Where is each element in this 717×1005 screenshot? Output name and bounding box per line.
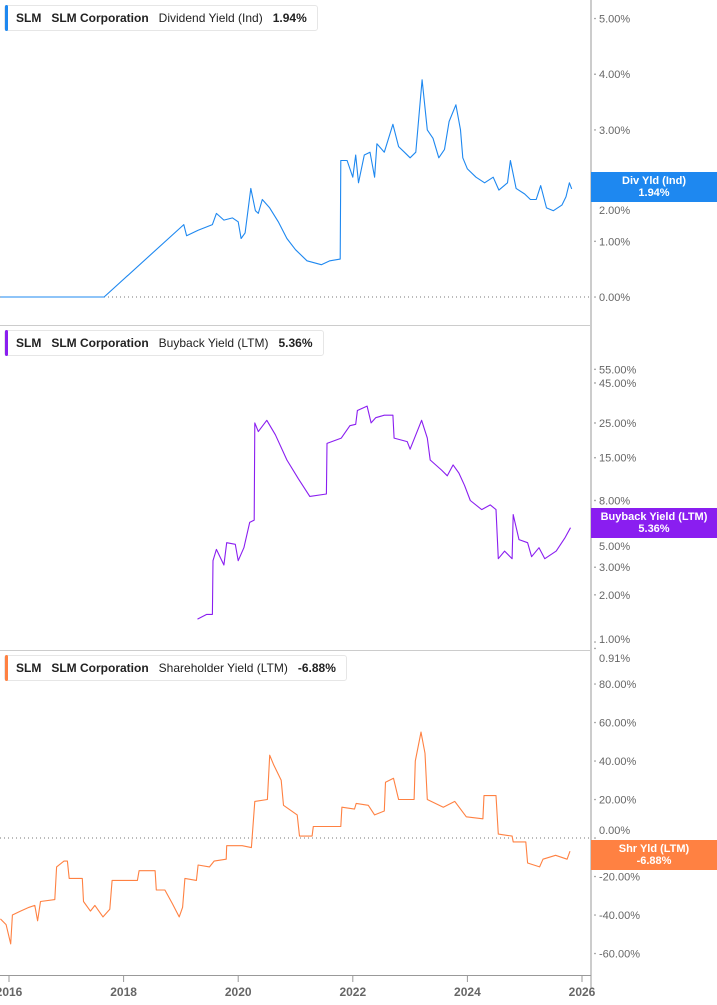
y-tick-label: 55.00% xyxy=(599,364,637,376)
y-tick-label: 1.00% xyxy=(599,634,630,646)
y-tick-mark xyxy=(594,721,596,724)
y-tick-label: 0.91% xyxy=(599,653,630,665)
y-tick-mark xyxy=(594,382,596,384)
y-tick-mark xyxy=(594,875,596,878)
legend-color-bar xyxy=(5,5,8,31)
y-tick-label: 2.00% xyxy=(599,590,630,602)
y-tick-mark xyxy=(594,952,596,955)
y-tick-mark xyxy=(594,129,596,131)
y-tick-label: 20.00% xyxy=(599,795,637,807)
y-tick-mark xyxy=(594,296,596,298)
legend-metric: Shareholder Yield (LTM) xyxy=(158,661,288,675)
series-line xyxy=(0,731,571,945)
last-value-tag-dividend: Div Yld (Ind) 1.94% xyxy=(591,172,717,202)
y-tick-mark xyxy=(594,73,596,75)
y-tick-label: 5.00% xyxy=(599,541,630,553)
y-tick-label: 3.00% xyxy=(599,562,630,574)
y-tick-mark xyxy=(594,837,596,839)
y-tick-label: 0.00% xyxy=(599,825,630,837)
tag-value: 5.36% xyxy=(638,523,670,535)
last-value-tag-buyback: Buyback Yield (LTM) 5.36% xyxy=(591,508,717,538)
y-tick-label: 0.00% xyxy=(599,292,630,304)
legend-buyback-yield: SLM SLM Corporation Buyback Yield (LTM) … xyxy=(4,330,324,356)
y-tick-label: 45.00% xyxy=(599,378,637,390)
legend-shareholder-yield: SLM SLM Corporation Shareholder Yield (L… xyxy=(4,655,347,681)
legend-color-bar xyxy=(5,655,8,681)
y-tick-mark xyxy=(594,456,596,459)
x-tick-label: 2022 xyxy=(339,985,366,999)
legend-company: SLM Corporation xyxy=(51,336,149,350)
x-tick-label: 2018 xyxy=(110,985,137,999)
y-tick-mark xyxy=(594,647,596,650)
legend-value: 5.36% xyxy=(278,336,313,350)
y-tick-label: 5.00% xyxy=(599,14,630,26)
y-tick-label: 80.00% xyxy=(599,679,637,691)
y-tick-mark xyxy=(594,368,596,371)
tag-label: Shr Yld (LTM) xyxy=(618,843,690,855)
legend-color-bar xyxy=(5,330,8,356)
x-tick-label: 2016 xyxy=(0,985,23,999)
legend-value: 1.94% xyxy=(272,11,307,25)
y-tick-mark xyxy=(594,641,596,643)
y-tick-mark xyxy=(594,760,596,762)
legend-ticker: SLM xyxy=(16,661,42,675)
legend-metric: Dividend Yield (Ind) xyxy=(158,11,263,25)
y-tick-mark xyxy=(594,422,596,424)
y-tick-label: 2.00% xyxy=(599,205,630,217)
y-tick-mark xyxy=(594,683,596,685)
tag-label: Buyback Yield (LTM) xyxy=(600,511,708,523)
y-tick-label: 15.00% xyxy=(599,453,637,465)
legend-company: SLM Corporation xyxy=(51,661,149,675)
y-tick-mark xyxy=(594,798,596,801)
tag-label: Div Yld (Ind) xyxy=(622,175,686,187)
y-tick-mark xyxy=(594,914,596,916)
y-tick-label: 4.00% xyxy=(599,69,630,81)
series-line xyxy=(197,405,571,620)
last-value-tag-shareholder: Shr Yld (LTM) -6.88% xyxy=(591,840,717,870)
y-tick-label: 1.00% xyxy=(599,236,630,248)
y-tick-mark xyxy=(594,17,596,20)
y-tick-label: -60.00% xyxy=(599,949,640,961)
y-tick-label: -20.00% xyxy=(599,872,640,884)
legend-company: SLM Corporation xyxy=(51,11,149,25)
legend-ticker: SLM xyxy=(16,336,42,350)
y-tick-label: 60.00% xyxy=(599,718,637,730)
y-tick-label: 3.00% xyxy=(599,125,630,137)
legend-value: -6.88% xyxy=(297,661,336,675)
x-tick-label: 2024 xyxy=(454,985,481,999)
legend-ticker: SLM xyxy=(16,11,42,25)
y-tick-label: 40.00% xyxy=(599,756,637,768)
x-tick-label: 2026 xyxy=(569,985,596,999)
y-tick-mark xyxy=(594,240,596,243)
tag-value: 1.94% xyxy=(638,187,670,199)
series-line xyxy=(0,79,573,298)
y-tick-label: 25.00% xyxy=(599,418,637,430)
y-tick-mark xyxy=(594,594,596,596)
tag-value: -6.88% xyxy=(636,855,672,867)
legend-dividend-yield: SLM SLM Corporation Dividend Yield (Ind)… xyxy=(4,5,318,31)
y-tick-label: 8.00% xyxy=(599,495,630,507)
y-tick-label: -40.00% xyxy=(599,910,640,922)
y-tick-mark xyxy=(594,499,596,502)
x-tick-label: 2020 xyxy=(225,985,252,999)
y-tick-mark xyxy=(594,566,596,569)
legend-metric: Buyback Yield (LTM) xyxy=(158,336,269,350)
